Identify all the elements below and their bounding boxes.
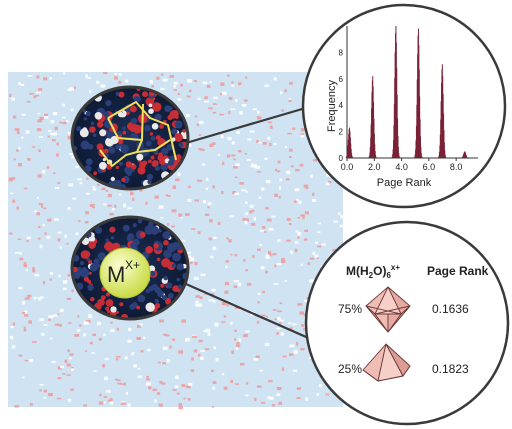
y-tick-label: 6 (339, 75, 344, 84)
water-network-inset (70, 85, 190, 191)
ion-charge: X+ (125, 258, 140, 272)
histogram-bar (351, 155, 353, 158)
coordination-inset: M(H2O)6x+ Page Rank 75% 0.1636 25% 0.182… (304, 220, 510, 426)
histogram-bar (374, 151, 376, 158)
histogram-ticks: 0.0 2.0 4.0 6.0 8.0 0 2 4 6 8 (339, 48, 463, 172)
square-pyramid-icon (362, 343, 411, 382)
histogram-bar (397, 146, 399, 158)
histogram-bar (421, 156, 423, 158)
histogram-bars (345, 26, 468, 159)
table-header-page-rank: Page Rank (427, 264, 489, 278)
y-axis-label: Frequency (326, 80, 338, 132)
histogram-bar (445, 156, 447, 158)
row-page-rank: 0.1636 (432, 302, 469, 316)
x-axis-label: Page Rank (377, 177, 432, 189)
ion-inset: M X+ (70, 215, 190, 321)
histogram-bar (351, 156, 353, 158)
histogram-bar (444, 150, 446, 158)
table-header-formula: M(H2O)6x+ (346, 263, 400, 280)
y-tick-label: 0 (339, 154, 344, 163)
x-tick-label: 0.0 (341, 162, 354, 172)
x-tick-label: 2.0 (368, 162, 381, 172)
y-tick-label: 8 (339, 48, 344, 57)
histogram-bar (420, 153, 422, 158)
h-bond-network (99, 101, 177, 167)
histogram-bar (398, 153, 400, 158)
row-percent: 25% (338, 362, 362, 376)
row-percent: 75% (338, 302, 362, 316)
octahedron-icon (365, 286, 411, 333)
histogram-bar (399, 157, 401, 158)
connector-bottom (185, 282, 323, 346)
y-tick-label: 2 (339, 128, 344, 137)
histogram-bar (420, 147, 422, 158)
histogram-bar (375, 154, 377, 158)
row-page-rank: 0.1823 (432, 362, 469, 376)
histogram-bar (466, 156, 468, 158)
x-tick-label: 4.0 (395, 162, 408, 172)
metal-ion (99, 247, 151, 299)
ion-symbol: M (107, 262, 125, 287)
histogram-bar (398, 156, 400, 158)
x-tick-label: 8.0 (450, 162, 463, 172)
x-tick-label: 6.0 (423, 162, 436, 172)
histogram-bar (375, 156, 377, 158)
y-tick-label: 4 (339, 101, 344, 110)
histogram-bar (421, 157, 423, 158)
histogram-bar (444, 154, 446, 158)
histogram-inset: 0.0 2.0 4.0 6.0 8.0 0 2 4 6 8 Frequency Page Rank (301, 3, 507, 209)
